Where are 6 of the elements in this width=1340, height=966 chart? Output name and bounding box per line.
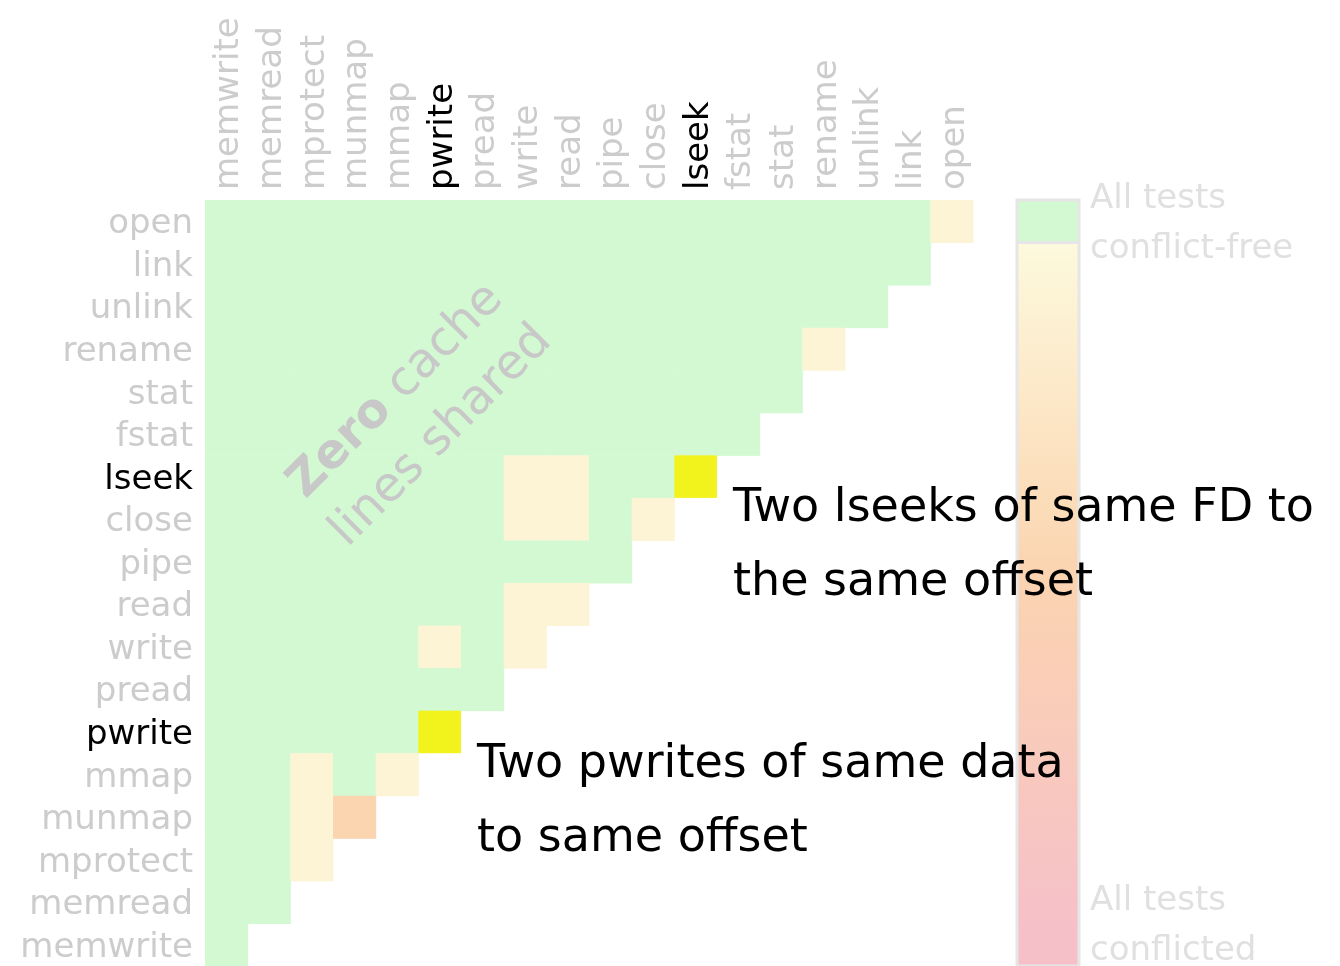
x-tick-label: pwrite [419,82,460,190]
x-tick-label: lseek [675,101,716,190]
annotation: Two pwrites of same data to same offset [476,733,1064,862]
y-tick-label: lseek [104,456,194,497]
annotation: Two lseeks of same FD to the same offset [732,478,1314,607]
y-tick-label: pwrite [85,711,193,752]
